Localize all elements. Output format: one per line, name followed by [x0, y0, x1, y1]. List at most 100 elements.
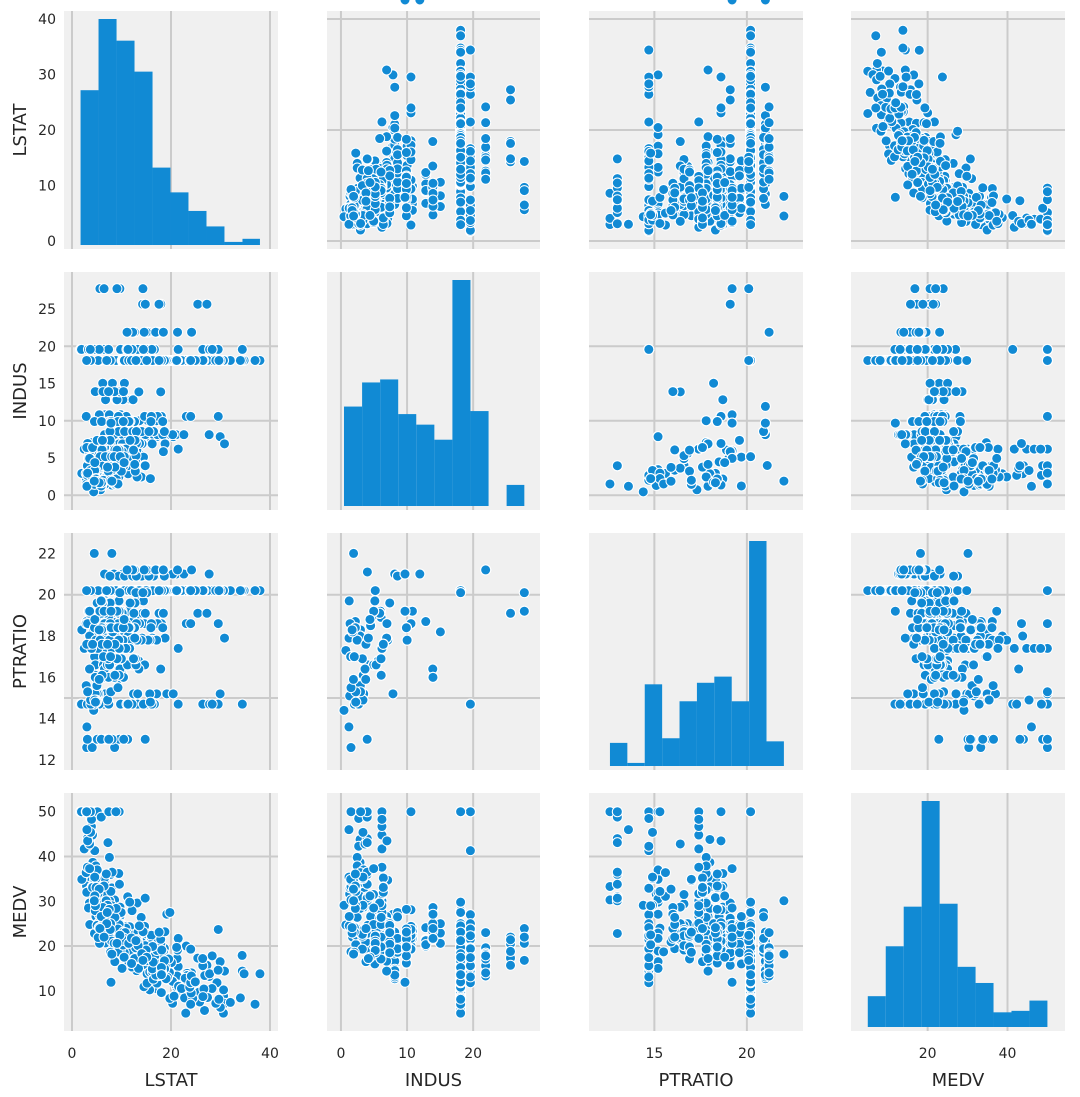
scatter-point: [505, 607, 517, 619]
scatter-point: [420, 167, 432, 179]
scatter-point: [909, 283, 921, 295]
scatter-point: [652, 122, 664, 134]
scatter-point: [464, 44, 476, 56]
scatter-point: [219, 438, 231, 450]
scatter-point: [455, 102, 467, 114]
scatter-point: [665, 461, 677, 473]
scatter-point: [1025, 218, 1037, 230]
scatter-point: [702, 64, 714, 76]
scatter-point: [934, 416, 946, 428]
scatter-point: [464, 194, 476, 206]
scatter-point: [665, 475, 677, 487]
scatter-point: [906, 168, 918, 180]
scatter-point: [405, 71, 417, 83]
scatter-point: [455, 219, 467, 231]
scatter-point: [505, 137, 517, 149]
scatter-point: [914, 475, 926, 487]
scatter-point: [711, 416, 723, 428]
scatter-point: [611, 460, 623, 472]
scatter-point: [103, 851, 115, 863]
scatter-point: [362, 632, 374, 644]
scatter-point: [138, 326, 150, 338]
scatter-point: [155, 663, 167, 675]
scatter-point: [1035, 443, 1047, 455]
scatter-point: [172, 698, 184, 710]
scatter-point: [427, 671, 439, 683]
scatter-point: [1015, 618, 1027, 630]
scatter-point: [102, 638, 114, 650]
scatter-point: [376, 116, 388, 128]
scatter-point: [172, 343, 184, 355]
scatter-point: [877, 88, 889, 100]
scatter-point: [1025, 721, 1037, 733]
scatter-point: [763, 326, 775, 338]
scatter-point: [962, 475, 974, 487]
scatter-point: [604, 212, 616, 224]
scatter-point: [480, 133, 492, 145]
scatter-point: [480, 154, 492, 166]
scatter-point: [118, 613, 130, 625]
scatter-point: [696, 195, 708, 207]
scatter-point: [455, 137, 467, 149]
histogram-bar: [766, 741, 784, 766]
scatter-point: [724, 84, 736, 96]
scatter-point: [645, 209, 657, 221]
scatter-point: [427, 160, 439, 172]
scatter-point: [118, 457, 130, 469]
panel-background: [589, 272, 803, 510]
scatter-point: [185, 585, 197, 597]
scatter-point: [518, 587, 530, 599]
scatter-point: [369, 595, 381, 607]
scatter-point: [896, 135, 908, 147]
scatter-point: [880, 135, 892, 147]
scatter-point: [361, 566, 373, 578]
scatter-point: [172, 932, 184, 944]
scatter-point: [427, 136, 439, 148]
scatter-point: [81, 585, 93, 597]
scatter-point: [1041, 343, 1053, 355]
scatter-point: [911, 343, 923, 355]
scatter-point: [916, 434, 928, 446]
scatter-point: [103, 343, 115, 355]
scatter-point: [186, 564, 198, 576]
scatter-point: [234, 585, 246, 597]
scatter-point: [389, 110, 401, 122]
scatter-point: [761, 459, 773, 471]
histogram-bar: [80, 90, 99, 246]
scatter-point: [645, 473, 657, 485]
scatter-point: [81, 733, 93, 745]
scatter-point: [1007, 343, 1019, 355]
scatter-point: [962, 547, 974, 559]
scatter-point: [455, 196, 467, 208]
scatter-point: [918, 134, 930, 146]
scatter-point: [347, 673, 359, 685]
scatter-point: [1023, 694, 1035, 706]
scatter-point: [375, 669, 387, 681]
scatter-point: [962, 210, 974, 222]
scatter-point: [213, 354, 225, 366]
histogram-bar: [416, 424, 435, 506]
histogram-bar: [134, 71, 153, 246]
scatter-point: [106, 547, 118, 559]
scatter-point: [343, 218, 355, 230]
scatter-point: [137, 587, 149, 599]
scatter-point: [111, 283, 123, 295]
scatter-point: [81, 354, 93, 366]
scatter-point: [934, 651, 946, 663]
scatter-point: [904, 298, 916, 310]
scatter-point: [387, 688, 399, 700]
scatter-point: [400, 147, 412, 159]
scatter-point: [346, 624, 358, 636]
scatter-point: [669, 187, 681, 199]
scatter-point: [206, 698, 218, 710]
scatter-point: [952, 585, 964, 597]
scatter-point: [940, 160, 952, 172]
scatter-point: [778, 190, 790, 202]
scatter-point: [350, 696, 362, 708]
histogram-bar: [206, 226, 225, 245]
scatter-point: [724, 166, 736, 178]
scatter-point: [1041, 410, 1053, 422]
scatter-point: [702, 165, 714, 177]
scatter-point: [157, 564, 169, 576]
scatter-point: [113, 878, 125, 890]
